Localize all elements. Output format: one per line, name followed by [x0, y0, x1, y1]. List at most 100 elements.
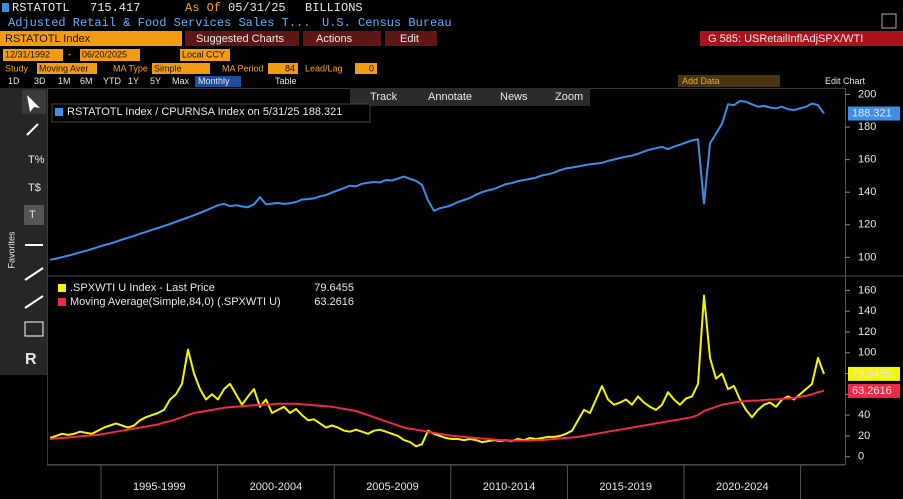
last-value-label: 63.2616	[852, 385, 892, 397]
y-tick-label: 180	[858, 121, 876, 133]
ma-period: 84	[285, 63, 295, 73]
range-button[interactable]: 1Y	[128, 76, 139, 86]
range-button[interactable]: 1D	[8, 76, 20, 86]
series-line	[49, 389, 825, 442]
trend-icon[interactable]	[24, 267, 44, 281]
last-value-label: 188.321	[852, 107, 892, 119]
range-button[interactable]: 3D	[34, 76, 46, 86]
y-tick-label: 40	[858, 409, 870, 421]
units: BILLIONS	[305, 1, 363, 15]
frequency-box[interactable]	[195, 76, 241, 87]
currency: Local CCY	[182, 49, 225, 59]
series-line	[49, 294, 825, 448]
lead-lag: 0	[369, 63, 374, 73]
ticker-icon	[2, 3, 9, 12]
y-tick-label: 120	[858, 326, 876, 338]
chart-id-box[interactable]	[700, 31, 903, 46]
edit-chart[interactable]: Edit Chart	[825, 76, 866, 86]
dash: -	[68, 49, 71, 59]
ma-type-box[interactable]	[152, 63, 210, 74]
frequency: Monthly	[198, 76, 230, 86]
x-tick-label: 1995-1999	[133, 481, 186, 493]
legend-name: .SPXWTI U Index - Last Price	[70, 282, 215, 294]
currency-box[interactable]	[180, 49, 230, 61]
x-tick-label: 2000-2004	[250, 481, 303, 493]
x-tick-label: 2005-2009	[366, 481, 419, 493]
chart-tool[interactable]: Track	[370, 91, 398, 103]
lead-lag-label: Lead/Lag	[305, 63, 343, 73]
legend-label: Moving Average(Simple,84,0) (.SPXWTI U)	[70, 296, 281, 308]
security: RSTATOTL Index	[5, 33, 91, 45]
chart-tool[interactable]: News	[500, 91, 528, 103]
menu-button[interactable]	[385, 31, 437, 46]
y-tick-label: 120	[858, 219, 876, 231]
last-value-box	[848, 383, 900, 398]
chart-id: G 585: USRetailInflAdjSPX/WTI	[708, 33, 863, 45]
tool-icon: T	[29, 209, 36, 221]
y-tick-label: 140	[858, 305, 876, 317]
chart-tool[interactable]: Zoom	[555, 91, 583, 103]
tool-icon[interactable]: T%	[28, 154, 45, 166]
source: U.S. Census Bureau	[322, 16, 452, 30]
security-box[interactable]	[0, 31, 182, 46]
legend-value: 63.2616	[314, 296, 354, 308]
legend-swatch	[58, 298, 66, 306]
menu: Edit	[400, 33, 419, 45]
pointer-icon	[27, 95, 40, 112]
ma-type-label: MA Type	[113, 63, 148, 73]
legend-box	[51, 103, 371, 123]
y-tick-label: 100	[858, 347, 876, 359]
draw-icon[interactable]	[26, 123, 39, 136]
menu: Actions	[316, 33, 353, 45]
tool-icon[interactable]: T$	[28, 182, 41, 194]
chart-tool-buttons: Track Annotate News Zoom	[370, 91, 583, 103]
legend-box	[55, 280, 355, 312]
study-box[interactable]	[37, 63, 97, 74]
tool-icon[interactable]: R	[25, 351, 37, 368]
range-button[interactable]: YTD	[103, 76, 122, 86]
table-button[interactable]: Table	[275, 76, 297, 86]
add-data-box[interactable]	[678, 75, 780, 87]
legend-label: .SPXWTI U Index - Last Price	[70, 282, 215, 294]
date-box[interactable]	[80, 49, 140, 61]
date-box[interactable]	[3, 49, 63, 61]
menu-button[interactable]	[303, 31, 381, 46]
as-of-label: As Of	[185, 1, 221, 15]
y-tick-label: 160	[858, 284, 876, 296]
trend-icon[interactable]	[24, 295, 44, 309]
last-value-label: 79.6455	[852, 368, 892, 380]
last-value: 715.417	[90, 1, 140, 15]
range-button[interactable]: Max	[172, 76, 190, 86]
legend-name: Moving Average(Simple,84,0) (.SPXWTI U)	[70, 296, 281, 308]
y-tick-label: 160	[858, 154, 876, 166]
tool-icon[interactable]	[24, 205, 44, 225]
last-value-box	[848, 366, 900, 381]
ma-period-box[interactable]	[268, 63, 298, 74]
series-line	[49, 100, 825, 261]
ma-period-label: MA Period	[222, 63, 264, 73]
menu-button[interactable]	[185, 31, 299, 46]
legend-name: RSTATOTL Index / CPURNSA Index on 5/31/2…	[67, 106, 300, 118]
favorites[interactable]: Favorites	[6, 231, 16, 269]
y-tick-label: 100	[858, 251, 876, 263]
ticker: RSTATOTL	[12, 1, 70, 15]
x-tick-label: 2020-2024	[716, 481, 769, 493]
chart-tools	[350, 88, 590, 106]
channel-icon[interactable]	[24, 321, 44, 337]
legend-swatch	[55, 108, 63, 116]
add-data: Add Data	[682, 76, 720, 86]
range-button[interactable]: 1M	[58, 76, 71, 86]
lead-lag-box[interactable]	[355, 63, 377, 74]
window-icon[interactable]	[881, 13, 897, 29]
last-value-box	[848, 106, 900, 121]
as-of: 05/31/25	[228, 1, 286, 15]
chart-tool[interactable]: Annotate	[428, 91, 472, 103]
start-date: 12/31/1992	[5, 49, 50, 59]
legend-label: RSTATOTL Index / CPURNSA Index on 5/31/2…	[67, 106, 342, 118]
x-tick-label: 2010-2014	[483, 481, 536, 493]
range-button[interactable]: 6M	[80, 76, 93, 86]
range-button[interactable]: 5Y	[150, 76, 161, 86]
